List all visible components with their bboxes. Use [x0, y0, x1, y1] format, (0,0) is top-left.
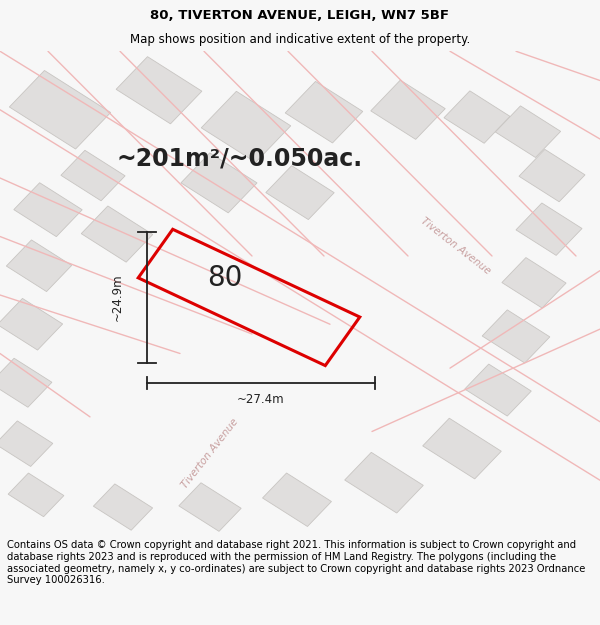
- Polygon shape: [201, 91, 291, 162]
- Text: Contains OS data © Crown copyright and database right 2021. This information is : Contains OS data © Crown copyright and d…: [7, 541, 586, 585]
- Polygon shape: [0, 298, 62, 350]
- Polygon shape: [10, 71, 110, 149]
- Polygon shape: [179, 482, 241, 531]
- Polygon shape: [7, 240, 71, 292]
- Polygon shape: [444, 91, 510, 143]
- Text: ~201m²/~0.050ac.: ~201m²/~0.050ac.: [117, 146, 363, 171]
- Text: Tiverton Avenue: Tiverton Avenue: [419, 216, 493, 276]
- Polygon shape: [266, 166, 334, 219]
- Polygon shape: [371, 80, 445, 139]
- Polygon shape: [8, 473, 64, 517]
- Polygon shape: [344, 452, 424, 513]
- Polygon shape: [502, 258, 566, 308]
- Polygon shape: [94, 484, 152, 530]
- Polygon shape: [0, 421, 53, 466]
- Text: 80, TIVERTON AVENUE, LEIGH, WN7 5BF: 80, TIVERTON AVENUE, LEIGH, WN7 5BF: [151, 9, 449, 22]
- Polygon shape: [519, 149, 585, 202]
- Polygon shape: [0, 358, 52, 408]
- Text: ~27.4m: ~27.4m: [237, 393, 285, 406]
- Polygon shape: [14, 182, 82, 237]
- Polygon shape: [116, 57, 202, 124]
- Polygon shape: [516, 203, 582, 256]
- Polygon shape: [465, 364, 531, 416]
- Polygon shape: [81, 206, 153, 262]
- Polygon shape: [61, 151, 125, 201]
- Polygon shape: [263, 473, 331, 526]
- Text: Tiverton Avenue: Tiverton Avenue: [180, 417, 240, 490]
- Polygon shape: [422, 418, 502, 479]
- Polygon shape: [482, 310, 550, 363]
- Text: Map shows position and indicative extent of the property.: Map shows position and indicative extent…: [130, 34, 470, 46]
- Polygon shape: [496, 106, 560, 158]
- Text: ~24.9m: ~24.9m: [110, 274, 124, 321]
- Text: 80: 80: [208, 264, 242, 292]
- Polygon shape: [181, 153, 257, 213]
- Polygon shape: [285, 81, 363, 143]
